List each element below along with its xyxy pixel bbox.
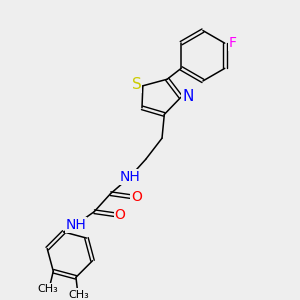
Text: CH₃: CH₃ — [68, 290, 89, 300]
Text: CH₃: CH₃ — [37, 284, 58, 294]
Text: O: O — [115, 208, 125, 222]
Text: NH: NH — [120, 170, 140, 184]
Text: S: S — [132, 77, 141, 92]
Text: NH: NH — [65, 218, 86, 232]
Text: F: F — [229, 36, 237, 50]
Text: O: O — [131, 190, 142, 204]
Text: N: N — [182, 89, 194, 104]
